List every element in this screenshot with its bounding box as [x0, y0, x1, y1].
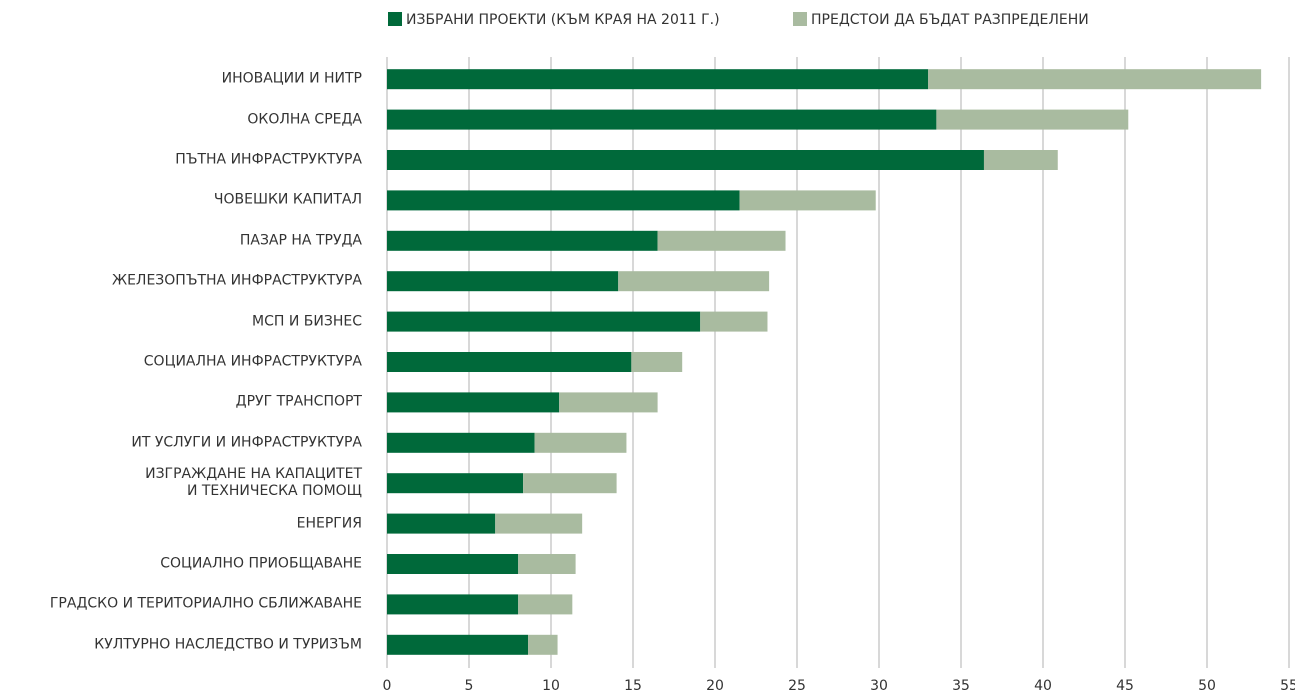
y-tick-label: ОКОЛНА СРЕДА: [247, 111, 362, 128]
y-tick-label: ЖЕЛЕЗОПЪТНА ИНФРАСТРУКТУРА: [112, 272, 362, 289]
legend-swatch: [793, 12, 807, 26]
y-tick-label: ИТ УСЛУГИ И ИНФРАСТРУКТУРА: [131, 434, 362, 451]
y-tick-label: ИНОВАЦИИ И НИТР: [221, 70, 362, 87]
x-tick-label: 5: [465, 678, 474, 694]
bar-segment: [559, 392, 658, 413]
bar-segment: [523, 473, 617, 494]
y-tick-label: ПЪТНА ИНФРАСТРУКТУРА: [175, 151, 362, 168]
bar-segment: [387, 69, 929, 90]
bar-segment: [387, 594, 519, 615]
bar-segment: [387, 109, 937, 130]
bar-segment: [936, 109, 1129, 130]
legend-label: ПРЕДСТОИ ДА БЪДАТ РАЗПРЕДЕЛЕНИ: [811, 12, 1089, 28]
y-tick-label: ИЗГРАЖДАНЕ НА КАПАЦИТЕТ И ТЕХНИЧЕСКА ПОМ…: [145, 466, 362, 500]
x-tick-label: 25: [788, 678, 806, 694]
bar-segment: [518, 554, 576, 574]
bar-segment: [387, 432, 535, 453]
bar-segment: [618, 271, 770, 292]
x-tick-label: 10: [542, 678, 560, 694]
bar-segment: [387, 513, 496, 534]
x-tick-label: 0: [383, 678, 392, 694]
bar-segment: [518, 594, 573, 615]
x-tick-label: 45: [1116, 678, 1134, 694]
bar-segment: [387, 190, 740, 211]
bar-segment: [387, 352, 632, 372]
bar-segment: [983, 150, 1058, 170]
y-tick-label: СОЦИАЛНА ИНФРАСТРУКТУРА: [143, 353, 362, 370]
x-tick-label: 55: [1280, 678, 1295, 694]
x-tick-label: 30: [870, 678, 888, 694]
y-tick-label: ГРАДСКО И ТЕРИТОРИАЛНО СБЛИЖАВАНЕ: [49, 595, 362, 612]
bar-segment: [387, 150, 984, 170]
y-tick-label: ПАЗАР НА ТРУДА: [239, 232, 362, 249]
bar-segment: [495, 513, 583, 534]
bar-segment: [387, 271, 619, 292]
legend-label: ИЗБРАНИ ПРОЕКТИ (КЪМ КРАЯ НА 2011 Г.): [406, 12, 720, 28]
bar-segment: [534, 432, 627, 453]
bar-segment: [387, 634, 529, 655]
x-tick-label: 50: [1198, 678, 1216, 694]
bar-segment: [387, 392, 560, 413]
y-tick-label: ЕНЕРГИЯ: [296, 515, 362, 532]
bar-segment: [739, 190, 876, 211]
bar-segment: [387, 311, 701, 332]
y-tick-label: ДРУГ ТРАНСПОРТ: [235, 393, 362, 410]
bar-segment: [387, 230, 658, 251]
y-tick-label: МСП И БИЗНЕС: [252, 313, 362, 330]
y-tick-label: СОЦИАЛНО ПРИОБЩАВАНЕ: [160, 555, 362, 572]
y-tick-label: ЧОВЕШКИ КАПИТАЛ: [213, 191, 362, 208]
bar-segment: [631, 352, 683, 372]
x-tick-label: 35: [952, 678, 970, 694]
bar-segment: [528, 634, 558, 655]
bar-segment: [928, 69, 1262, 90]
x-tick-label: 20: [706, 678, 724, 694]
y-tick-label: КУЛТУРНО НАСЛЕДСТВО И ТУРИЗЪМ: [94, 636, 362, 653]
legend-swatch: [388, 12, 402, 26]
bar-segment: [700, 311, 768, 332]
bar-segment: [387, 554, 519, 574]
x-tick-label: 15: [624, 678, 642, 694]
bar-segment: [387, 473, 524, 494]
x-tick-label: 40: [1034, 678, 1052, 694]
bar-segment: [657, 230, 786, 251]
